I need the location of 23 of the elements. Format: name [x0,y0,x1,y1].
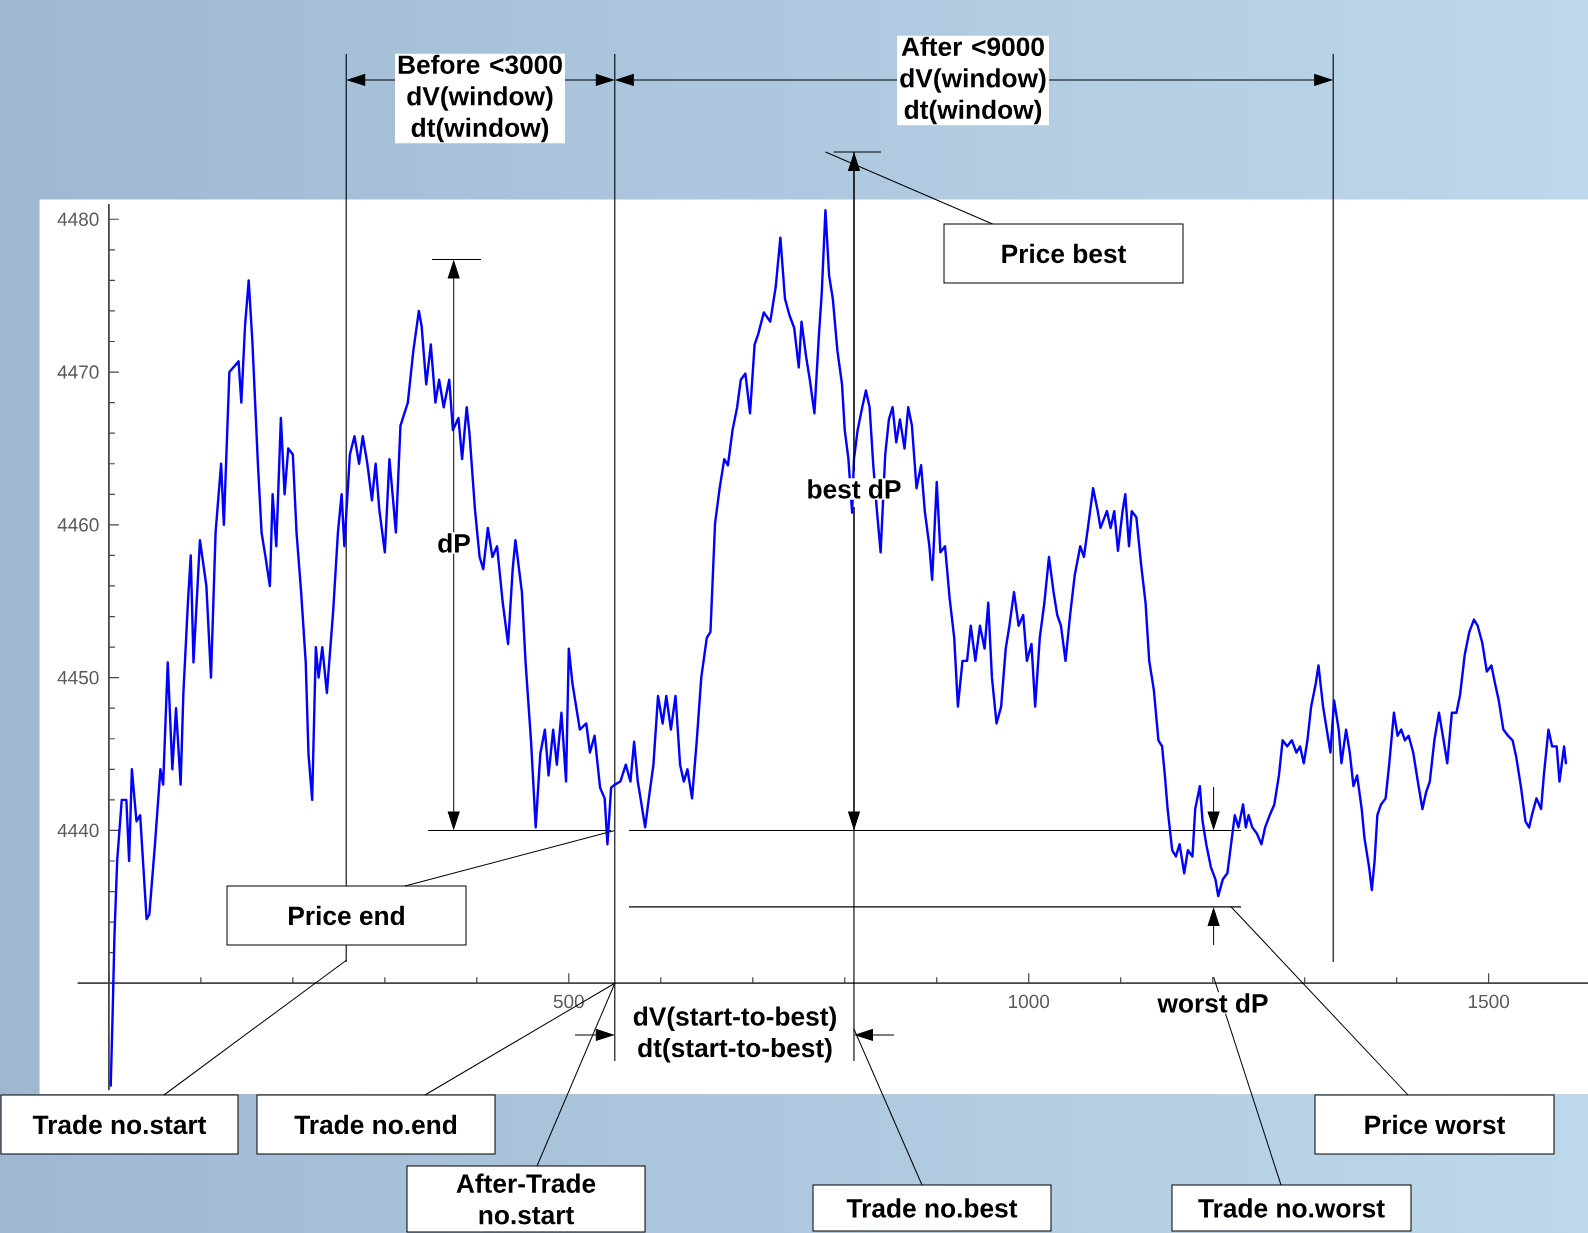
text: Before <3000 dV(window) dt(window) [398,54,562,143]
annotation: worst dP [1157,993,1268,1013]
annotation: Price end [289,905,404,926]
y-tick-label: 4450 [57,670,99,685]
annotation: Trade no.start [32,1114,207,1135]
x-tick-label: 1500 [1468,994,1510,1009]
annotation: Price worst [1365,1114,1506,1135]
annotation: dV(start-to-best) dt(start-to-best) [633,1006,836,1063]
text: After <9000 dV(window) dt(window) [900,36,1046,125]
annotation: dP [438,533,470,553]
text: Trade no.worst [1198,1198,1385,1218]
x-tick-label: 1000 [1009,994,1050,1009]
y-tick-label: 4470 [57,365,99,379]
annotation: Trade no.end [294,1114,457,1135]
annotation: best dP [808,479,901,499]
annotation: After-Trade no.start [456,1173,596,1225]
annotation: Trade no.best [846,1198,1018,1218]
x-tick-label: 500 [553,994,584,1009]
y-tick-label: 4480 [57,212,99,226]
y-tick-label: 4460 [57,518,99,532]
y-tick-label: 4440 [57,823,99,838]
annotation: Price best [1002,243,1127,264]
line-series [109,208,1568,1087]
